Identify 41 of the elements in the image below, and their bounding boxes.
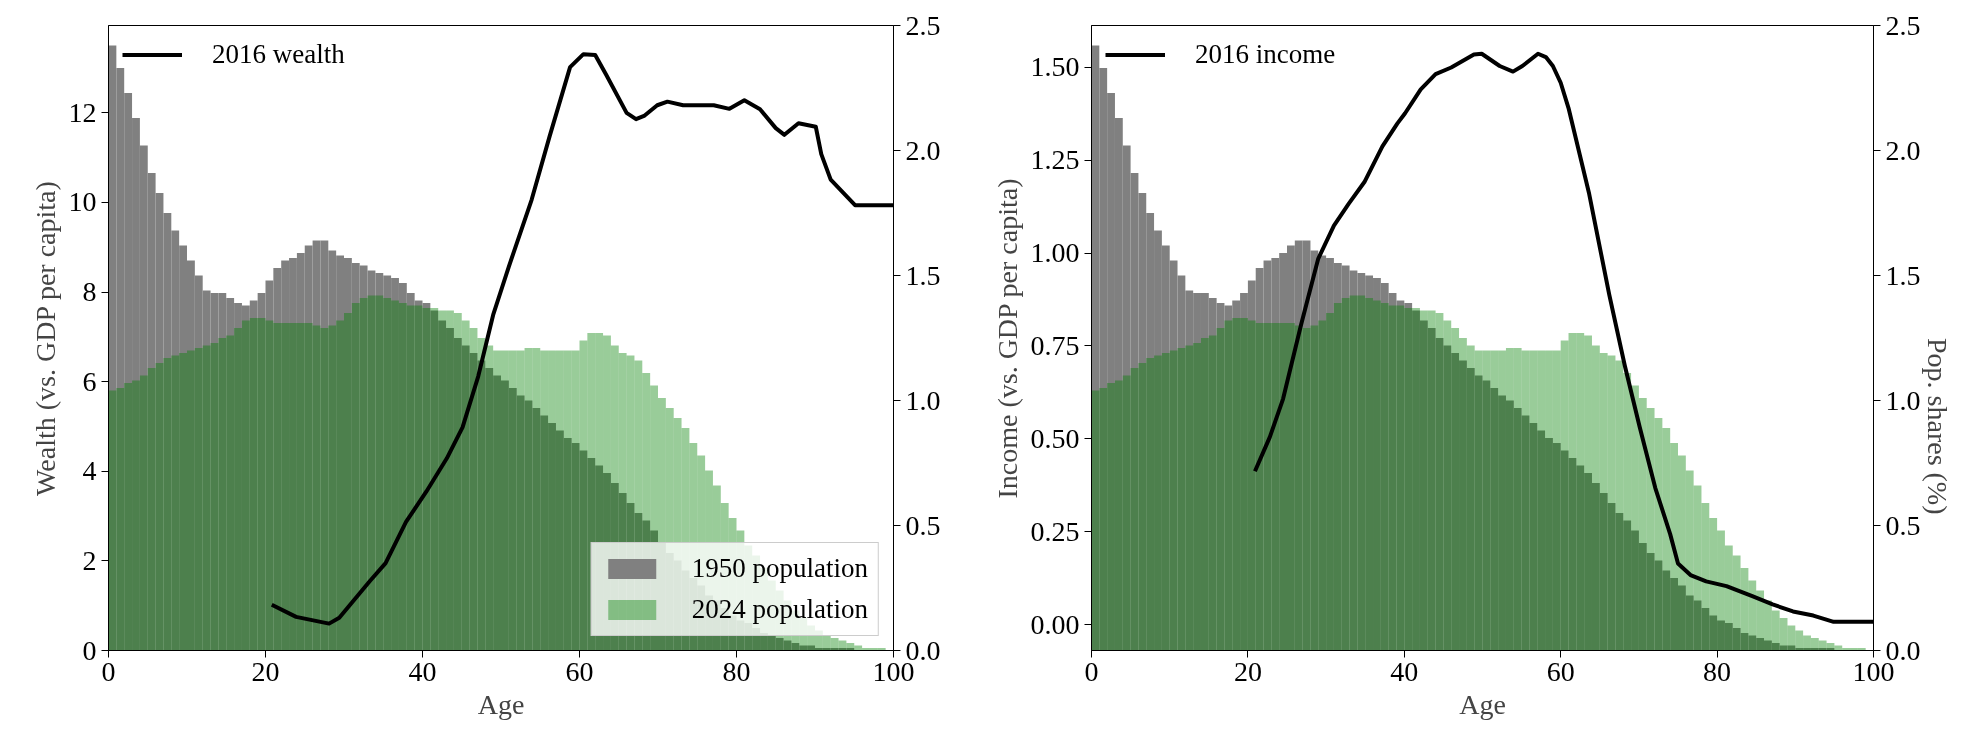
y-tick-label: 1.50 [1030, 51, 1080, 83]
y2-tick-label: 2.0 [905, 134, 941, 166]
y-tick-label: 1.25 [1030, 144, 1080, 176]
legend-label: 2016 income [1195, 39, 1336, 70]
y-tick-label: 0.50 [1030, 422, 1080, 454]
y2-tick-label: 1.0 [905, 384, 941, 416]
y-tick-label: 0.75 [1030, 329, 1080, 361]
y-tick-label: 1.00 [1030, 237, 1080, 269]
y2-tick-label: 1.5 [905, 259, 941, 291]
y-axis-title: Wealth (vs. GDP per capita) [29, 181, 61, 496]
x-tick-label: 20 [251, 655, 280, 687]
y-tick-label: 12 [68, 96, 97, 128]
y-tick-label: 10 [68, 186, 97, 218]
x-tick-label: 80 [722, 655, 751, 687]
y2-tick-label: 2.5 [905, 9, 941, 41]
x-tick-label: 60 [565, 655, 594, 687]
y2-tick-label: 2.5 [1885, 9, 1921, 41]
y-tick-label: 4 [82, 455, 97, 487]
y-axis-title: Income (vs. GDP per capita) [991, 178, 1023, 499]
y2-tick-label: 2.0 [1885, 134, 1921, 166]
y-tick-label: 6 [82, 365, 97, 397]
y2-tick-label: 0.5 [905, 509, 941, 541]
y2-tick-label: 1.5 [1885, 259, 1921, 291]
x-tick-label: 40 [1390, 655, 1419, 687]
x-tick-label: 20 [1233, 655, 1262, 687]
y-tick-label: 0 [82, 634, 97, 666]
y-tick-label: 8 [82, 276, 97, 308]
y2-tick-label: 0.5 [1885, 509, 1921, 541]
x-tick-label: 80 [1703, 655, 1732, 687]
y-tick-label: 0.25 [1030, 515, 1080, 547]
y2-axis-title: Pop. shares (%) [1922, 338, 1953, 515]
x-tick-label: 40 [408, 655, 437, 687]
x-axis-title: Age [477, 688, 525, 720]
y-tick-label: 0.00 [1030, 608, 1080, 640]
legend-label: 2016 wealth [212, 39, 345, 70]
x-tick-label: 60 [1546, 655, 1575, 687]
y2-tick-label: 1.0 [1885, 384, 1921, 416]
y-tick-label: 2 [82, 544, 97, 576]
x-axis-title: Age [1459, 688, 1506, 720]
legend-label: 1950 population [691, 553, 868, 584]
legend-label: 2024 population [691, 594, 868, 625]
